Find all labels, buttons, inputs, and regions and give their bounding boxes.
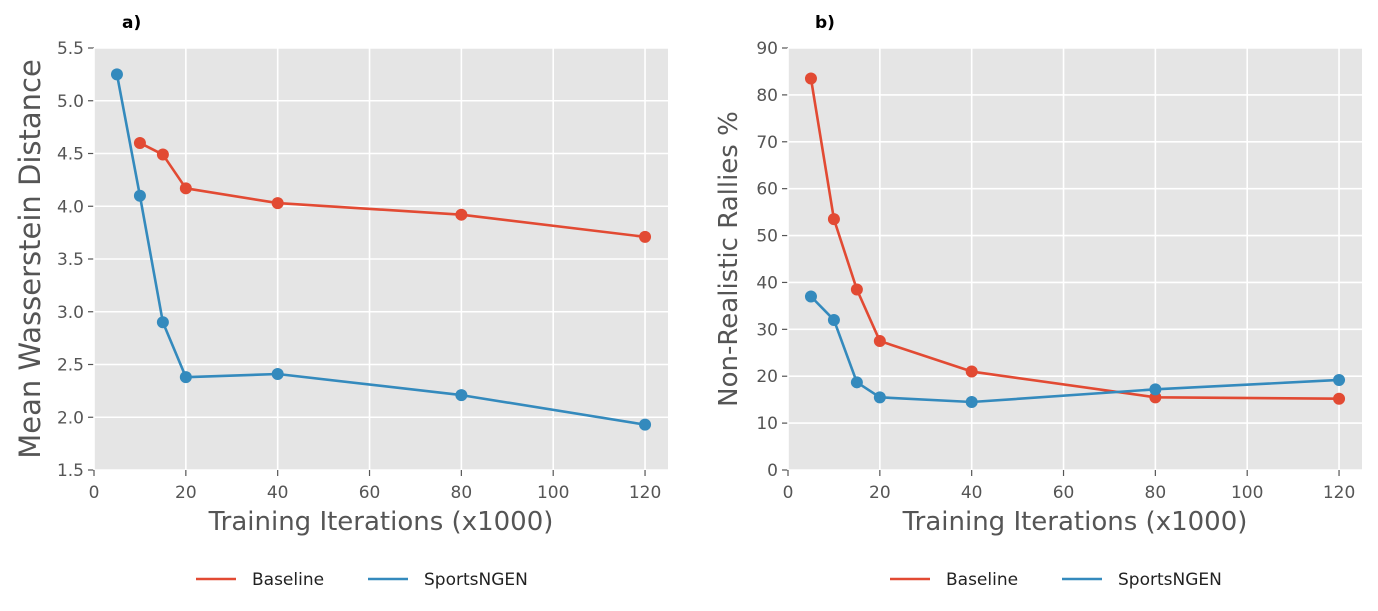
baseline-data-point [965, 365, 978, 378]
x-tick-label: 100 [537, 483, 569, 503]
sportsngen-data-point [804, 290, 817, 303]
baseline-data-point [827, 213, 840, 226]
panel-label: b) [815, 13, 835, 33]
panel-label: a) [122, 13, 141, 33]
baseline-data-point [804, 72, 817, 85]
y-tick-label: 10 [756, 414, 778, 434]
y-tick-label: 90 [756, 39, 778, 59]
sportsngen-data-point [156, 316, 169, 329]
sportsngen-data-point [179, 371, 192, 384]
baseline-data-point [850, 283, 863, 296]
legend: Baseline SportsNGEN [890, 570, 1222, 590]
y-tick-label: 70 [756, 133, 778, 153]
y-tick-label: 3.5 [57, 250, 84, 270]
x-tick-label: 40 [961, 483, 983, 503]
x-tick-label: 80 [451, 483, 473, 503]
baseline-data-point [1333, 392, 1346, 405]
legend-label-baseline: Baseline [946, 570, 1018, 590]
x-tick-label: 40 [267, 483, 289, 503]
x-tick-label: 60 [1053, 483, 1075, 503]
x-tick-label: 0 [783, 483, 794, 503]
baseline-data-point [455, 208, 468, 221]
x-tick-label: 120 [629, 483, 661, 503]
sportsngen-data-point [133, 189, 146, 202]
y-tick-label: 4.0 [57, 197, 84, 217]
y-tick-label: 50 [756, 227, 778, 247]
y-tick-label: 20 [756, 367, 778, 387]
x-tick-label: 0 [89, 483, 100, 503]
chart-panel-b: 0 10 20 30 40 50 60 70 80 90 0 20 40 60 80 100 120 Traini… [714, 13, 1362, 590]
sportsngen-data-point [827, 313, 840, 326]
y-tick-label: 60 [756, 180, 778, 200]
y-axis-label: Mean Wasserstein Distance [13, 59, 47, 459]
baseline-data-point [156, 148, 169, 161]
plot-background [788, 48, 1362, 470]
y-tick-label: 1.5 [57, 461, 84, 481]
baseline-data-point [133, 136, 146, 149]
sportsngen-data-point [850, 376, 863, 389]
legend: Baseline SportsNGEN [196, 570, 528, 590]
x-tick-label: 80 [1145, 483, 1167, 503]
x-tick-label: 100 [1231, 483, 1263, 503]
sportsngen-data-point [873, 391, 886, 404]
y-tick-label: 2.5 [57, 356, 84, 376]
y-tick-label: 3.0 [57, 303, 84, 323]
x-tick-label: 120 [1323, 483, 1355, 503]
chart-panel-a: 1.5 2.0 2.5 3.0 3.5 4.0 4.5 5.0 5.5 0 20 40 60 80 100 1… [13, 13, 668, 590]
sportsngen-data-point [639, 418, 652, 431]
x-tick-label: 20 [175, 483, 197, 503]
y-tick-label: 4.5 [57, 145, 84, 165]
sportsngen-data-point [271, 367, 284, 380]
sportsngen-data-point [110, 68, 123, 81]
sportsngen-data-point [965, 396, 978, 409]
legend-label-sportsngen: SportsNGEN [1118, 570, 1222, 590]
x-axis-label: Training Iterations (x1000) [208, 507, 554, 537]
y-tick-label: 5.5 [57, 39, 84, 59]
sportsngen-data-point [455, 389, 468, 402]
y-tick-label: 40 [756, 273, 778, 293]
y-tick-label: 2.0 [57, 408, 84, 428]
y-tick-label: 5.0 [57, 92, 84, 112]
x-tick-label: 20 [869, 483, 891, 503]
sportsngen-data-point [1149, 383, 1162, 396]
legend-label-baseline: Baseline [252, 570, 324, 590]
x-tick-label: 60 [359, 483, 381, 503]
baseline-data-point [179, 182, 192, 195]
y-axis-label: Non-Realistic Rallies % [714, 111, 744, 407]
y-tick-label: 80 [756, 86, 778, 106]
sportsngen-data-point [1333, 373, 1346, 386]
y-tick-label: 30 [756, 320, 778, 340]
baseline-data-point [271, 197, 284, 210]
baseline-data-point [639, 230, 652, 243]
baseline-data-point [873, 335, 886, 348]
y-tick-label: 0 [767, 461, 778, 481]
x-axis-label: Training Iterations (x1000) [902, 507, 1248, 537]
legend-label-sportsngen: SportsNGEN [424, 570, 528, 590]
